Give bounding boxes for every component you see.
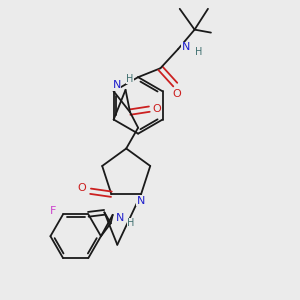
Text: N: N [182, 43, 190, 52]
Text: N: N [112, 80, 121, 90]
Text: O: O [77, 183, 86, 193]
Text: N: N [116, 213, 124, 223]
Text: O: O [172, 88, 181, 98]
Text: O: O [152, 104, 161, 114]
Text: H: H [128, 218, 135, 228]
Text: H: H [195, 47, 203, 57]
Text: N: N [137, 196, 145, 206]
Text: F: F [50, 206, 57, 216]
Text: H: H [126, 74, 134, 83]
